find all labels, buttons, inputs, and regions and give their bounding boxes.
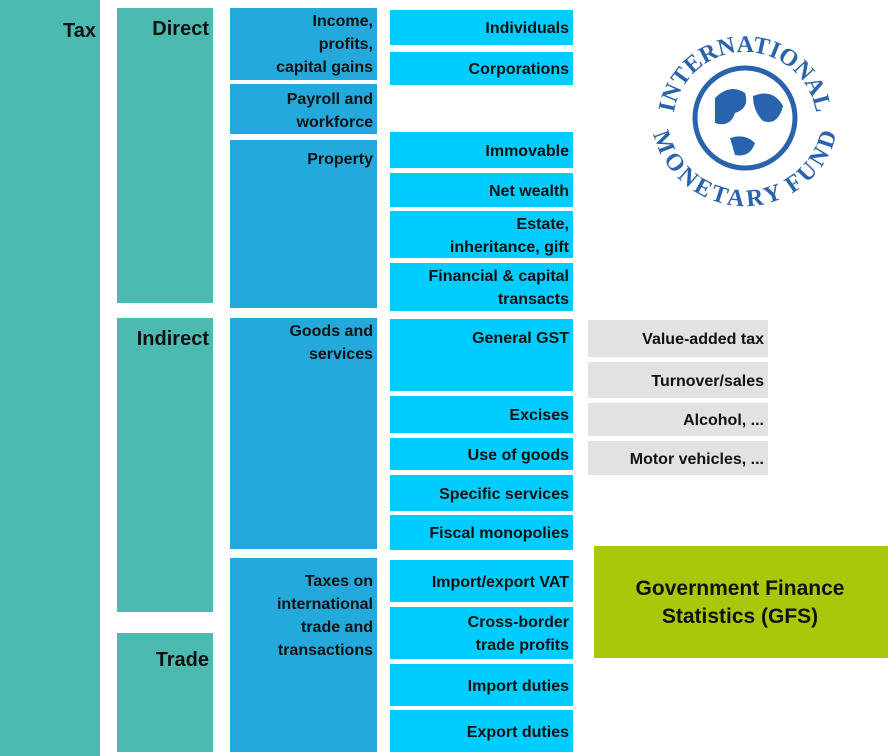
subcategory-box: Estate, inheritance, gift (390, 211, 573, 258)
subcategory-line: Import duties (467, 677, 569, 695)
subcategory-line: inheritance, gift (449, 238, 569, 256)
group-label: Indirect (136, 328, 209, 350)
subcategory-line: trade profits (475, 637, 569, 654)
subcategory-box: Import/export VAT (390, 560, 573, 602)
example-label: Value-added tax (642, 331, 764, 348)
group-box: Trade (117, 633, 213, 752)
subcategory-box: Immovable (390, 132, 573, 168)
group-label: Trade (155, 649, 209, 671)
subcategory-line: Import/export VAT (431, 573, 569, 591)
subcategory-line: Corporations (468, 61, 569, 78)
source-line: Government Finance (635, 577, 845, 600)
category-box: Property (230, 140, 377, 308)
example-label: Alcohol, ... (683, 412, 764, 429)
subcategory-line: Cross-border (467, 614, 569, 631)
category-line: services (308, 346, 373, 363)
group-box: Indirect (117, 318, 213, 612)
subcategory-line: Estate, (516, 215, 569, 233)
tax-label: Tax (63, 20, 96, 42)
subcategory-box: Export duties (390, 710, 573, 752)
category-line: profits, (318, 36, 373, 53)
subcategory-box: General GST (390, 319, 573, 391)
example-box: Alcohol, ... (588, 403, 768, 436)
category-line: transactions (277, 642, 373, 659)
subcategory-box: Financial & capital transacts (390, 263, 573, 311)
subcategory-box: Individuals (390, 10, 573, 45)
source-box: Government Finance Statistics (GFS) (594, 546, 888, 658)
category-box: Goods and services (230, 318, 377, 549)
subcategory-box: Cross-border trade profits (390, 607, 573, 659)
category-line: workforce (296, 114, 373, 131)
category-line: capital gains (276, 59, 373, 76)
category-line: international (276, 596, 373, 613)
subcategory-box: Use of goods (390, 438, 573, 470)
globe-land (715, 89, 783, 156)
subcategory-box: Import duties (390, 664, 573, 706)
subcategory-line: Fiscal monopolies (429, 525, 569, 542)
subcategory-box: Net wealth (390, 173, 573, 207)
subcategory-line: Individuals (485, 20, 569, 37)
subcategory-line: General GST (472, 330, 569, 347)
category-box: Taxes on international trade and transactio… (230, 558, 377, 752)
globe (692, 65, 798, 171)
category-box: Income, profits, capital gains (230, 8, 377, 80)
subcategory-line: Use of goods (467, 446, 569, 464)
source-line: Statistics (GFS) (661, 605, 819, 628)
subcategory-line: Export duties (466, 723, 569, 741)
subcategory-line: Specific services (439, 485, 569, 503)
example-box: Motor vehicles, ... (588, 441, 768, 475)
subcategory-line: Financial & capital (428, 268, 569, 285)
category-line: Goods and (289, 323, 373, 340)
subcategory-line: Net wealth (488, 182, 569, 200)
group-label: Direct (152, 18, 209, 40)
subcategory-line: Excises (509, 407, 569, 424)
category-line: Property (307, 151, 373, 168)
tax-box: Tax (0, 0, 100, 756)
subcategory-box: Corporations (390, 52, 573, 85)
subcategory-line: Immovable (485, 142, 569, 160)
subcategory-box: Excises (390, 396, 573, 433)
imf-logo: INTERNATIONAL MONETARY FUND (647, 32, 842, 210)
subcategory-box: Fiscal monopolies (390, 515, 573, 550)
example-box: Value-added tax (588, 320, 768, 357)
subcategory-line: transacts (497, 291, 569, 308)
category-line: trade and (300, 619, 373, 636)
subcategory-box: Specific services (390, 475, 573, 511)
category-box: Payroll and workforce (230, 84, 377, 134)
example-box: Turnover/sales (588, 362, 768, 398)
example-label: Motor vehicles, ... (629, 450, 764, 468)
example-label: Turnover/sales (651, 372, 764, 390)
category-line: Income, (312, 13, 373, 30)
category-line: Payroll and (286, 91, 373, 108)
category-line: Taxes on (304, 573, 373, 590)
group-box: Direct (117, 8, 213, 303)
